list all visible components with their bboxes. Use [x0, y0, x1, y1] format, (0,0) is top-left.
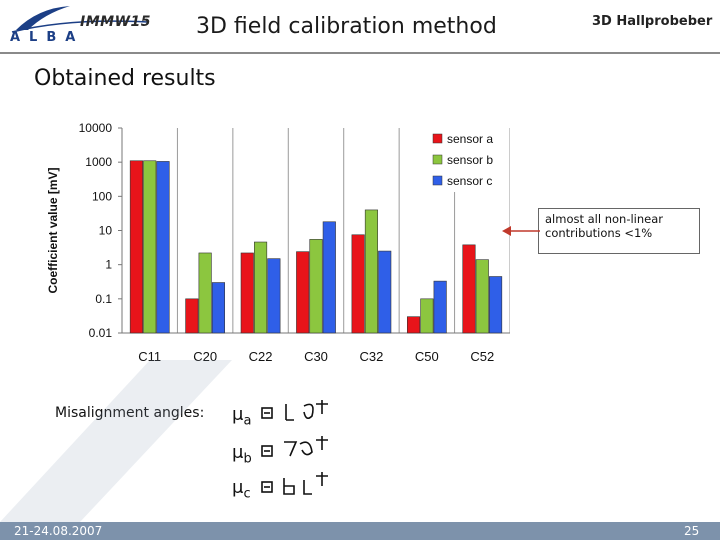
angle-b-symbol: μ: [232, 442, 244, 463]
swoosh-icon: [11, 6, 149, 33]
conference-name: IMMW15: [80, 14, 151, 30]
angle-c-sub: c: [243, 486, 251, 502]
bar-c22-sensor-c: [267, 258, 281, 334]
annotation-box: almost all non-linear contributions <1%: [538, 208, 700, 254]
bar-c30-sensor-b: [309, 239, 323, 334]
bar-c11-sensor-a: [129, 160, 143, 334]
angle-c-symbol: μ: [232, 477, 244, 498]
bar-c11-sensor-b: [143, 160, 157, 334]
bar-c30-sensor-c: [322, 221, 336, 334]
bar-c22-sensor-b: [254, 241, 268, 334]
angle-a-sub: a: [243, 413, 252, 429]
legend-swatch: [432, 154, 443, 165]
bar-c32-sensor-b: [364, 209, 378, 334]
legend-entry: sensor b: [447, 153, 493, 167]
bar-c32-sensor-c: [378, 250, 392, 334]
legend-swatch: [432, 133, 443, 144]
y-tick-label: 0.1: [95, 292, 112, 306]
decorative-perspective-shape: [0, 360, 232, 522]
footer-bar: [0, 522, 720, 540]
annotation-arrow-icon: [502, 226, 540, 236]
x-tick-label: C20: [193, 349, 217, 364]
bar-c50-sensor-a: [407, 316, 421, 334]
x-tick-label: C52: [470, 349, 494, 364]
legend-box: [429, 128, 509, 192]
header-right-title: 3D Hallprobeber: [592, 14, 713, 29]
y-tick-label: 10: [99, 224, 113, 238]
bar-c52-sensor-a: [462, 244, 476, 334]
angle-c: μc: [232, 477, 251, 502]
bar-c32-sensor-a: [351, 234, 365, 334]
y-tick-label: 1000: [85, 155, 112, 169]
coefficient-bar-chart: 10000 1000 100 10 1 0.1 0.01 Coefficient value …: [46, 121, 510, 364]
y-axis-label: Coefficient value [mV]: [46, 167, 60, 293]
x-tick-label: C30: [304, 349, 328, 364]
y-tick-label: 1: [105, 258, 112, 272]
bar-c30-sensor-a: [296, 251, 310, 334]
bar-c11-sensor-c: [156, 161, 170, 334]
bar-c52-sensor-b: [475, 259, 489, 334]
angle-b: μb: [232, 442, 252, 467]
page-title: 3D field calibration method: [196, 14, 497, 39]
header-divider: [0, 52, 720, 54]
bar-c50-sensor-c: [433, 280, 447, 334]
angle-a-symbol: μ: [232, 404, 244, 425]
y-tick-label: 10000: [79, 121, 113, 135]
garbled-equation-glyphs: [261, 400, 328, 495]
brand-name: ALBA: [10, 30, 85, 45]
page-number: 25: [684, 524, 700, 538]
bar-c20-sensor-a: [185, 298, 199, 334]
bar-c22-sensor-a: [240, 252, 254, 334]
alba-logo: IMMW15 ALBA: [8, 4, 158, 48]
bar-c20-sensor-c: [211, 282, 225, 334]
misalignment-label: Misalignment angles:: [55, 405, 205, 421]
x-tick-label: C32: [359, 349, 383, 364]
x-tick-label: C11: [138, 349, 161, 364]
x-tick-label: C50: [415, 349, 439, 364]
angle-a: μa: [232, 404, 251, 429]
legend-entry: sensor c: [447, 174, 492, 188]
y-tick-label: 100: [92, 189, 112, 203]
angle-b-sub: b: [243, 451, 252, 467]
x-tick-label: C22: [249, 349, 273, 364]
section-subtitle: Obtained results: [34, 66, 216, 91]
legend-swatch: [432, 175, 443, 186]
bar-c50-sensor-b: [420, 298, 434, 334]
bar-c52-sensor-c: [489, 276, 503, 334]
bar-c20-sensor-b: [198, 252, 212, 334]
legend-entry: sensor a: [447, 132, 493, 146]
footer-date: 21-24.08.2007: [14, 524, 103, 538]
y-tick-label: 0.01: [89, 326, 113, 340]
